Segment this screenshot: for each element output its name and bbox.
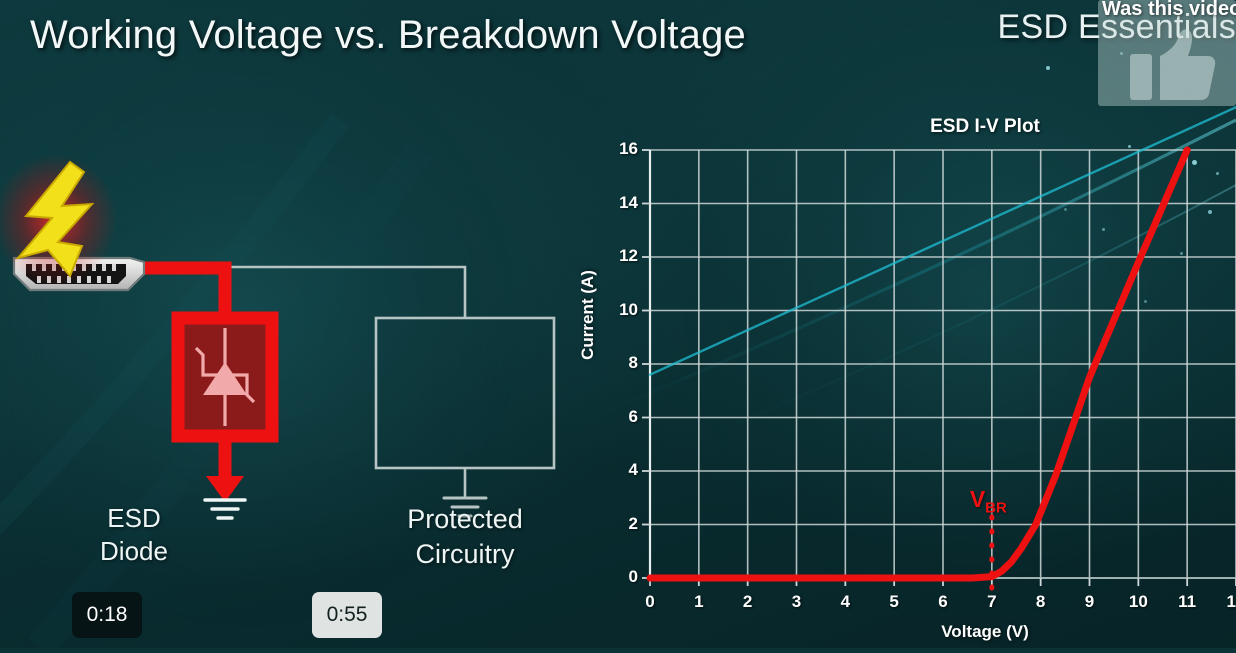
- like-prompt-overlay[interactable]: Was this video helpful?: [1098, 0, 1236, 106]
- background-curve-series: [648, 106, 1236, 376]
- chart-x-tick: 12: [1226, 592, 1236, 611]
- chart-x-tick: 7: [987, 592, 997, 611]
- timestamp-total[interactable]: 0:55: [312, 592, 382, 638]
- chart-x-tick: 8: [1035, 592, 1046, 611]
- chart-x-tick: 5: [889, 592, 899, 611]
- chart-y-tick: 10: [619, 299, 638, 319]
- chart-x-tick: 2: [742, 592, 753, 611]
- chart-title: ESD I-V Plot: [930, 116, 1040, 137]
- page-title: Working Voltage vs. Breakdown Voltage: [30, 13, 746, 57]
- chart-x-tick: 4: [840, 592, 851, 611]
- chart-y-tick: 6: [628, 406, 638, 426]
- chart-x-tick: 10: [1128, 592, 1148, 611]
- esd-diode-label: ESD Diode: [86, 502, 182, 569]
- esd-diode-box: [171, 311, 279, 443]
- ground-symbol-icon-protected: [442, 496, 488, 518]
- thumbs-up-icon[interactable]: [1130, 28, 1216, 102]
- chart-x-tick: 6: [938, 592, 948, 611]
- timestamp-current[interactable]: 0:18: [72, 592, 142, 638]
- chart-x-tick: 3: [791, 592, 802, 611]
- iv-curve-series: [646, 146, 1191, 582]
- chart-x-tick: 9: [1084, 592, 1095, 611]
- protected-circuitry-label-line1: Protected: [407, 504, 523, 534]
- esd-diode-label-line1: ESD: [107, 503, 161, 533]
- breakdown-voltage-annotation: VBR: [970, 486, 1007, 517]
- ground-arrow-icon: [206, 476, 244, 502]
- like-prompt-text: Was this video helpful?: [1102, 0, 1236, 20]
- esd-iv-chart: ESD I-V Plot Current (A) Voltage (V) 0 2 4…: [560, 100, 1236, 648]
- protected-circuitry-label: Protected Circuitry: [380, 502, 550, 572]
- brand-title: ESD Essentials: [997, 8, 1236, 46]
- diode-triangle-icon: [203, 362, 247, 395]
- chart-y-tick: 12: [619, 246, 638, 265]
- chart-y-tick: 2: [628, 513, 638, 533]
- ground-symbol-icon: [203, 498, 247, 520]
- chart-x-axis-label: Voltage (V): [941, 622, 1029, 641]
- chart-y-tick: 0: [628, 567, 638, 586]
- breakdown-voltage-label: V: [969, 486, 986, 513]
- protected-circuitry-label-line2: Circuitry: [415, 539, 515, 570]
- esd-diode-label-line2: Diode: [100, 536, 168, 567]
- protected-circuitry-box: [374, 316, 556, 498]
- chart-x-tick: 0: [645, 592, 655, 611]
- chart-plot-area: [642, 106, 1236, 591]
- chart-y-tick: 4: [628, 460, 638, 479]
- chart-y-tick: 8: [628, 353, 638, 372]
- lightning-bolt-icon: [0, 154, 117, 286]
- signal-trace: [140, 265, 467, 318]
- chart-x-tick: 11: [1178, 592, 1197, 611]
- breakdown-voltage-sublabel: BR: [985, 500, 1007, 518]
- chart-y-tick: 16: [619, 139, 638, 158]
- circuit-diagram: ESD Diode Protected Circuitry: [0, 150, 580, 570]
- chart-y-tick: 14: [619, 192, 638, 212]
- chart-y-axis-label: Current (A): [578, 270, 597, 360]
- chart-x-tick: 1: [694, 592, 704, 611]
